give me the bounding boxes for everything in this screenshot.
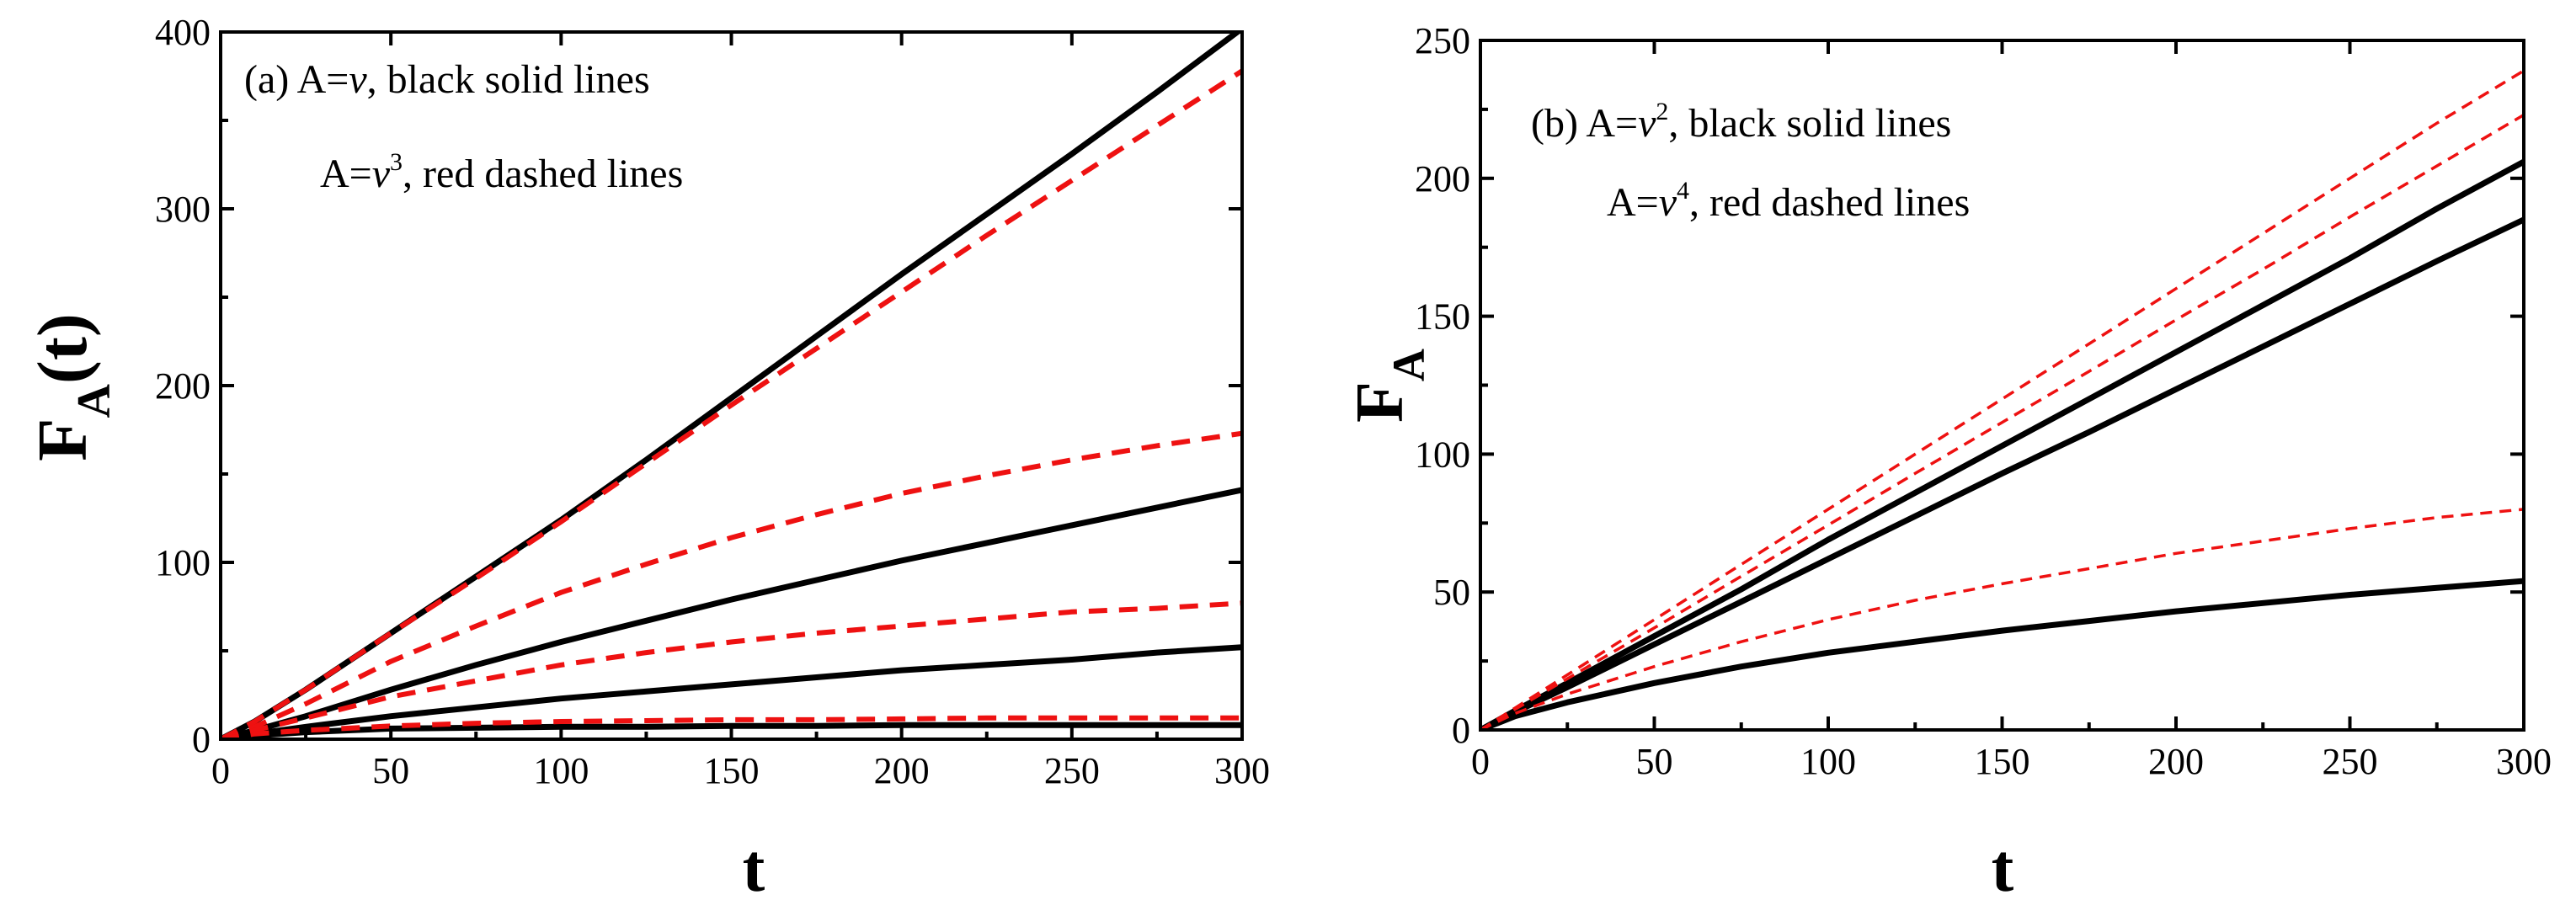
legend-line-b-2: A=ν4, red dashed lines xyxy=(1607,177,1970,225)
y-tick-label-b: 100 xyxy=(1415,434,1470,475)
y-axis-label-b: FA xyxy=(1343,349,1434,423)
series-line-a-5 xyxy=(221,68,1242,739)
x-tick-label-b: 150 xyxy=(1975,741,2030,782)
y-axis-label-a: FA(t) xyxy=(24,313,120,461)
x-tick-label-b: 100 xyxy=(1800,741,1856,782)
x-tick-label-b: 200 xyxy=(2148,741,2204,782)
y-tick-label-b: 200 xyxy=(1415,158,1470,200)
x-tick-label-b: 300 xyxy=(2496,741,2552,782)
panel-a: 0 50 100 150 200 250 300 0 100 200 300 400 (a) A=ν,… xyxy=(24,12,1270,900)
series-line-a-8 xyxy=(221,715,1242,739)
x-tick-label-b: 0 xyxy=(1471,741,1490,782)
y-tick-label-b: 0 xyxy=(1452,710,1470,751)
x-tick-label-a: 0 xyxy=(211,750,230,791)
y-tick-label-a: 200 xyxy=(155,365,211,407)
y-tick-label-b: 250 xyxy=(1415,20,1470,61)
series-line-b-3 xyxy=(1480,578,2524,730)
x-tick-label-a: 300 xyxy=(1214,750,1270,791)
legend-line-a-2: A=ν3, red dashed lines xyxy=(320,148,683,196)
legend-line-a-1: (a) A=ν, black solid lines xyxy=(244,57,650,102)
series-line-b-5 xyxy=(1480,113,2524,730)
series-line-a-6 xyxy=(221,430,1242,739)
axis-ticks-b: 0 50 100 150 200 250 300 0 50 100 150 200 250 xyxy=(1415,20,2552,782)
plot-area-b xyxy=(1480,69,2524,730)
x-tick-label-a: 50 xyxy=(372,750,409,791)
series-line-a-7 xyxy=(221,600,1242,739)
x-tick-label-a: 200 xyxy=(874,750,930,791)
x-tick-label-b: 250 xyxy=(2323,741,2378,782)
y-tick-label-a: 100 xyxy=(155,542,211,583)
x-tick-label-a: 100 xyxy=(533,750,589,791)
series-line-a-1 xyxy=(221,32,1242,739)
x-tick-label-b: 50 xyxy=(1636,741,1673,782)
x-tick-label-a: 150 xyxy=(704,750,760,791)
legend-line-b-1: (b) A=ν2, black solid lines xyxy=(1531,98,1951,146)
y-tick-label-a: 0 xyxy=(192,719,211,760)
y-tick-label-b: 50 xyxy=(1433,572,1470,613)
series-line-b-1 xyxy=(1480,159,2524,730)
plot-area-a xyxy=(221,32,1242,739)
series-line-a-3 xyxy=(221,644,1242,739)
y-tick-label-a: 300 xyxy=(155,189,211,230)
y-tick-label-a: 400 xyxy=(155,12,211,53)
series-line-a-2 xyxy=(221,487,1242,739)
x-tick-label-a: 250 xyxy=(1044,750,1100,791)
x-axis-label-a: t xyxy=(743,832,765,900)
series-line-b-6 xyxy=(1480,508,2524,730)
panel-b: 0 50 100 150 200 250 300 0 50 100 150 200 250 (b) A=… xyxy=(1343,20,2552,900)
y-tick-label-b: 150 xyxy=(1415,296,1470,338)
series-line-b-4 xyxy=(1480,69,2524,730)
series-line-b-2 xyxy=(1480,216,2524,730)
axis-ticks-a: 0 50 100 150 200 250 300 0 100 200 300 400 xyxy=(155,12,1270,791)
x-axis-label-b: t xyxy=(1992,832,2014,900)
